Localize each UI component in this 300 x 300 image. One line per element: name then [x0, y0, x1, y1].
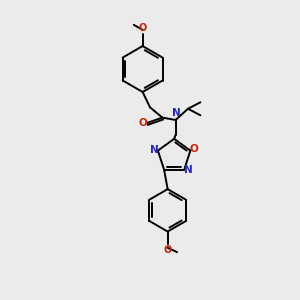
Text: O: O [139, 22, 147, 32]
Text: N: N [184, 165, 192, 175]
Text: N: N [150, 145, 158, 155]
Text: O: O [190, 144, 199, 154]
Text: O: O [139, 118, 148, 128]
Text: O: O [164, 245, 172, 255]
Text: N: N [172, 108, 181, 118]
